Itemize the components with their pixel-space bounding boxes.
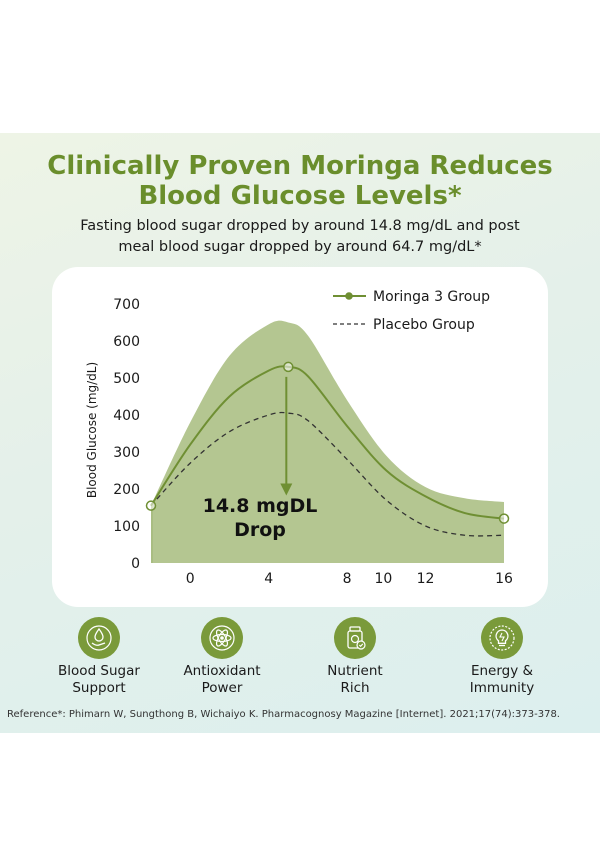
x-tick-label: 16 <box>495 571 513 587</box>
y-tick-label: 0 <box>131 556 140 572</box>
y-tick-label: 600 <box>113 334 140 350</box>
y-tick-label: 400 <box>113 408 140 424</box>
drop-arrow-head <box>280 483 293 496</box>
feature-antioxidant: Antioxidant Power <box>157 617 287 697</box>
x-tick-label: 0 <box>186 571 195 587</box>
feature-label-line-2: Support <box>72 680 126 696</box>
bulb-gear-icon <box>481 617 523 659</box>
feature-nutrient: Nutrient Rich <box>290 617 420 697</box>
x-tick-label: 10 <box>374 571 392 587</box>
atom-icon <box>201 617 243 659</box>
data-point-moringa <box>145 500 157 511</box>
band-layer <box>151 320 504 563</box>
data-point-moringa <box>498 513 510 524</box>
legend-layer: Moringa 3 Group Placebo Group <box>333 289 490 333</box>
band-left-edge <box>151 505 153 563</box>
y-tick-label: 200 <box>113 482 140 498</box>
feature-blood-sugar: Blood Sugar Support <box>34 617 164 697</box>
drop-annotation-line-2: Drop <box>234 519 286 541</box>
feature-label-line-2: Power <box>201 680 243 696</box>
drop-in-hand-icon <box>78 617 120 659</box>
supplement-bottle-icon <box>334 617 376 659</box>
drop-annotation-line-1: 14.8 mgDL <box>203 495 318 517</box>
legend-label-moringa: Moringa 3 Group <box>373 289 490 305</box>
subtitle-line-1: Fasting blood sugar dropped by around 14… <box>80 218 520 234</box>
x-tick-label: 4 <box>264 571 273 587</box>
feature-label-line-1: Antioxidant <box>183 663 261 679</box>
legend-label-placebo: Placebo Group <box>373 317 475 333</box>
y-tick-label: 500 <box>113 371 140 387</box>
axis-layer: 0 100 200 300 400 500 600 700 0 4 8 10 12 16 <box>113 297 513 587</box>
title-line-1: Clinically Proven Moringa Reduces <box>47 151 553 181</box>
feature-energy: Energy & Immunity <box>437 617 567 697</box>
y-tick-label: 700 <box>113 297 140 313</box>
y-tick-label: 300 <box>113 445 140 461</box>
reference-note: Reference*: Phimarn W, Sungthong B, Wich… <box>7 709 560 720</box>
y-axis-label: Blood Glucose (mg/dL) <box>85 362 99 498</box>
x-tick-label: 12 <box>417 571 435 587</box>
feature-label-line-1: Blood Sugar <box>58 663 140 679</box>
series-line-moringa <box>150 365 505 520</box>
subtitle-line-2: meal blood sugar dropped by around 64.7 … <box>118 239 482 255</box>
y-tick-label: 100 <box>113 519 140 535</box>
feature-label-line-2: Immunity <box>469 680 535 696</box>
feature-label-line-1: Energy & <box>470 663 534 679</box>
legend-marker-moringa <box>345 292 353 300</box>
feature-label-line-2: Rich <box>340 680 370 696</box>
line-layer <box>145 361 510 537</box>
title-line-2: Blood Glucose Levels* <box>138 181 462 211</box>
band-area <box>151 320 504 563</box>
series-line-placebo <box>150 411 505 537</box>
data-point-moringa <box>283 361 294 373</box>
feature-label-line-1: Nutrient <box>327 663 383 679</box>
x-tick-label: 8 <box>343 571 352 587</box>
